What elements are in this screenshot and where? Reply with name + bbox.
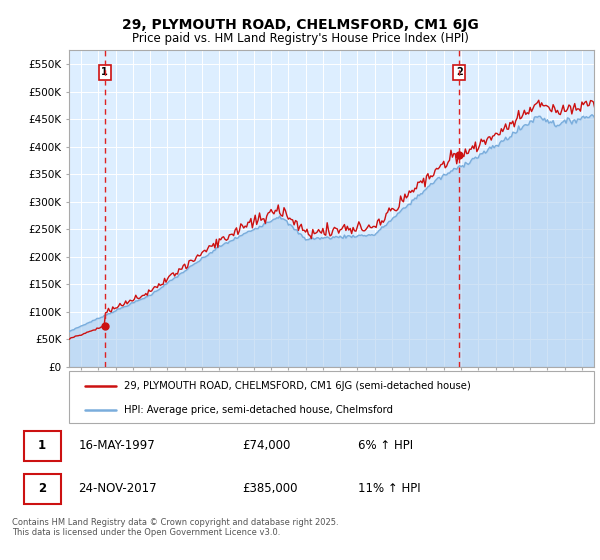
Text: HPI: Average price, semi-detached house, Chelmsford: HPI: Average price, semi-detached house,… (124, 405, 393, 415)
FancyBboxPatch shape (23, 431, 61, 460)
Text: 29, PLYMOUTH ROAD, CHELMSFORD, CM1 6JG (semi-detached house): 29, PLYMOUTH ROAD, CHELMSFORD, CM1 6JG (… (124, 381, 471, 391)
Text: £74,000: £74,000 (242, 440, 291, 452)
Text: 2: 2 (456, 67, 463, 77)
Text: Price paid vs. HM Land Registry's House Price Index (HPI): Price paid vs. HM Land Registry's House … (131, 32, 469, 45)
Text: 16-MAY-1997: 16-MAY-1997 (78, 440, 155, 452)
FancyBboxPatch shape (23, 474, 61, 503)
Text: 1: 1 (38, 440, 46, 452)
Text: Contains HM Land Registry data © Crown copyright and database right 2025.
This d: Contains HM Land Registry data © Crown c… (12, 518, 338, 538)
Text: 24-NOV-2017: 24-NOV-2017 (78, 482, 157, 496)
FancyBboxPatch shape (69, 371, 594, 423)
Text: 1: 1 (101, 67, 108, 77)
Text: £385,000: £385,000 (242, 482, 298, 496)
Text: 6% ↑ HPI: 6% ↑ HPI (358, 440, 413, 452)
Text: 29, PLYMOUTH ROAD, CHELMSFORD, CM1 6JG: 29, PLYMOUTH ROAD, CHELMSFORD, CM1 6JG (122, 18, 478, 32)
Text: 11% ↑ HPI: 11% ↑ HPI (358, 482, 420, 496)
Text: 2: 2 (38, 482, 46, 496)
